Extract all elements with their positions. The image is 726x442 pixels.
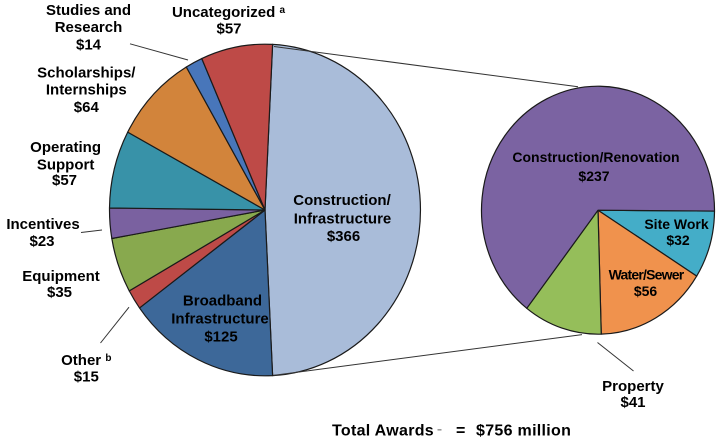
svg-text:Operating: Operating <box>30 139 101 156</box>
svg-text:$756 million: $756 million <box>476 423 571 440</box>
svg-text:Other b: Other b <box>61 352 111 369</box>
svg-text:Scholarships/: Scholarships/ <box>37 65 136 82</box>
svg-text:Total Awards: Total Awards <box>332 423 434 440</box>
svg-text:$35: $35 <box>47 284 72 301</box>
svg-text:Construction/Renovation: Construction/Renovation <box>512 149 679 165</box>
svg-text:Broadband: Broadband <box>183 292 262 309</box>
svg-text:Uncategorized a: Uncategorized a <box>172 4 286 21</box>
svg-text:Site Work: Site Work <box>644 216 709 232</box>
svg-text:Water/Sewer: Water/Sewer <box>609 267 685 283</box>
svg-text:Equipment: Equipment <box>22 268 100 285</box>
svg-text:$57: $57 <box>52 172 77 189</box>
svg-text:$125: $125 <box>204 329 237 346</box>
svg-text:$56: $56 <box>634 283 658 299</box>
svg-text:$23: $23 <box>29 233 54 250</box>
svg-text:$32: $32 <box>666 232 690 248</box>
svg-text:Construction/: Construction/ <box>293 192 391 209</box>
svg-text:$366: $366 <box>327 228 360 245</box>
svg-text:$237: $237 <box>578 168 609 184</box>
svg-text:=: = <box>456 423 466 440</box>
svg-text:Property: Property <box>602 378 664 395</box>
svg-text:Infrastructure: Infrastructure <box>294 211 392 228</box>
svg-text:$57: $57 <box>216 20 241 37</box>
svg-text:$64: $64 <box>74 99 100 116</box>
svg-text:Support: Support <box>37 157 95 174</box>
svg-text:Research: Research <box>55 19 123 36</box>
svg-text:Internships: Internships <box>46 82 127 99</box>
svg-text:Infrastructure: Infrastructure <box>171 311 269 328</box>
svg-text:$14: $14 <box>76 36 102 53</box>
svg-text:$15: $15 <box>74 369 99 386</box>
svg-text:Incentives: Incentives <box>6 216 79 233</box>
svg-text:Studies and: Studies and <box>46 2 131 19</box>
svg-text:$41: $41 <box>620 394 645 411</box>
